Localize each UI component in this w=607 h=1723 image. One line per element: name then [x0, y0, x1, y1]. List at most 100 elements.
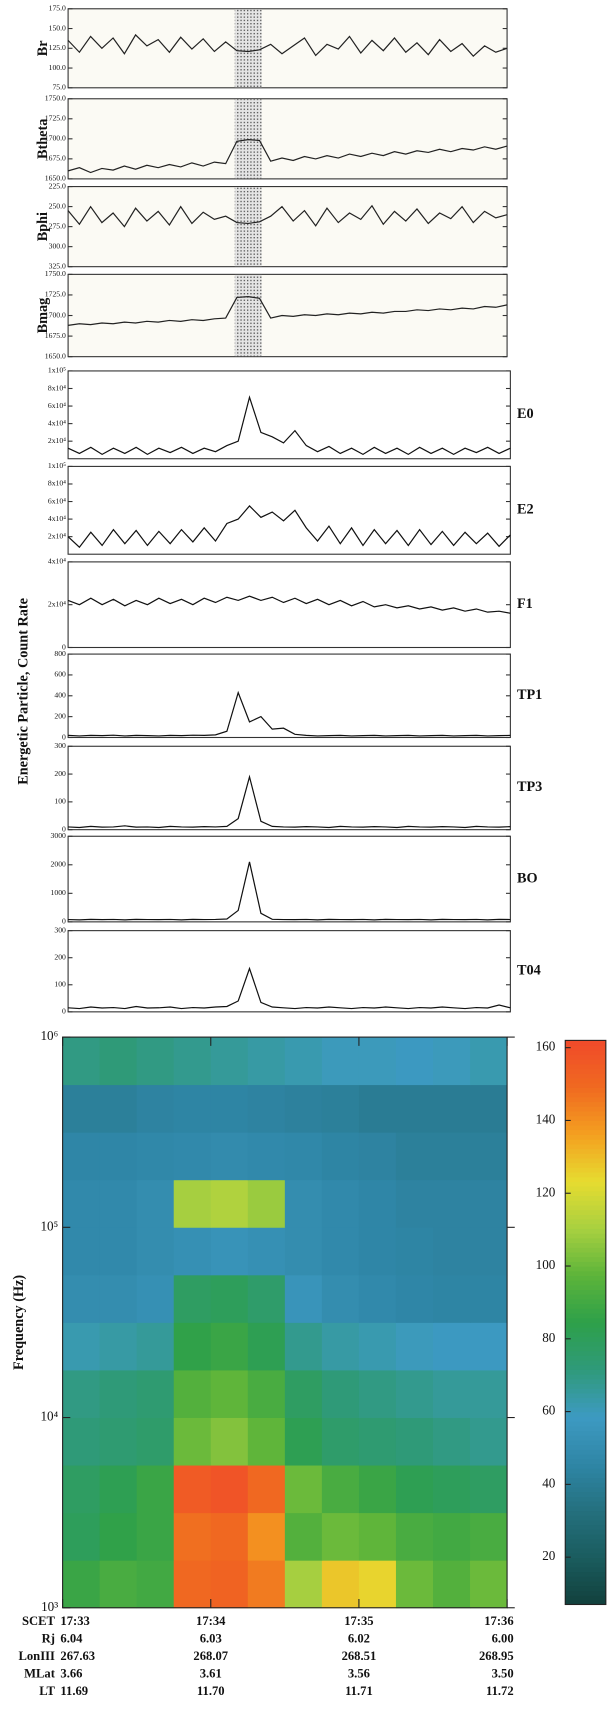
colorbar-step: [565, 1054, 606, 1060]
spectrogram-cell: [210, 1132, 249, 1181]
colorbar-step: [565, 1308, 606, 1314]
y-tick-label: 1x10⁵: [48, 366, 66, 375]
spectrogram-cell: [99, 1132, 138, 1181]
colorbar-step: [565, 1369, 606, 1375]
colorbar-step: [565, 1562, 606, 1568]
y-tick-label: 0: [62, 1007, 66, 1016]
panel-frame: [67, 465, 511, 555]
spectrogram-cell: [358, 1274, 397, 1323]
ephemeris-value: 3.50: [492, 1667, 514, 1681]
spectrogram-cell: [247, 1274, 286, 1323]
spectrogram-cell: [247, 1322, 286, 1371]
panel-frame: [67, 930, 511, 1013]
y-tick-label: 10⁴: [40, 1409, 58, 1424]
y-tick-label: 8x10⁴: [48, 479, 66, 488]
spectrogram-cell: [321, 1417, 360, 1466]
spectrogram-cell: [62, 1560, 101, 1609]
colorbar-step: [565, 1331, 606, 1338]
y-tick-label: 6x10⁴: [48, 496, 66, 505]
colorbar-step: [565, 1566, 606, 1573]
colorbar-step: [565, 1063, 606, 1070]
ephemeris-value: 6.03: [200, 1631, 222, 1645]
spectrogram-cell: [173, 1274, 212, 1323]
colorbar-step: [565, 1515, 606, 1521]
spectrogram-cell: [247, 1227, 286, 1276]
spectrogram-cell: [62, 1322, 101, 1371]
colorbar-step: [565, 1543, 606, 1549]
spectrogram-cell: [284, 1417, 323, 1466]
spectrogram-cell: [62, 1274, 101, 1323]
colorbar-step: [565, 1322, 606, 1328]
panel-frame: [67, 370, 511, 460]
spectrogram-cell: [136, 1560, 175, 1609]
y-tick-label: 175.0: [49, 4, 66, 13]
y-tick-label: 225.0: [49, 181, 66, 190]
colorbar-step: [565, 1557, 606, 1563]
colorbar-step: [565, 1157, 606, 1164]
spectrogram-cell: [247, 1179, 286, 1228]
spectrogram-cell: [470, 1322, 508, 1371]
spectrogram-cell: [173, 1417, 212, 1466]
colorbar-step: [565, 1106, 606, 1112]
spectrogram-cell: [136, 1084, 175, 1133]
spectrogram-cell: [99, 1512, 138, 1561]
colorbar-tick-label: 120: [536, 1184, 556, 1199]
spectrogram-cell: [395, 1037, 434, 1086]
spectrogram-cell: [173, 1560, 212, 1609]
spectrogram-cell: [321, 1037, 360, 1086]
colorbar-step: [565, 1303, 606, 1309]
y-tick-label: 600: [54, 670, 66, 679]
panel-label: Btheta: [35, 119, 51, 159]
colorbar-step: [565, 1364, 606, 1370]
colorbar-step: [565, 1458, 606, 1465]
y-tick-label: 1000: [51, 888, 67, 897]
spectrogram-cell: [432, 1037, 471, 1086]
spectrogram-cell: [470, 1132, 508, 1181]
colorbar-tick-label: 80: [542, 1330, 556, 1345]
colorbar-step: [565, 1590, 606, 1596]
colorbar-step: [565, 1172, 606, 1178]
ephemeris-value: 3.56: [348, 1667, 370, 1681]
ephemeris-value: 11.71: [345, 1684, 373, 1698]
ephemeris-value: 11.69: [60, 1684, 88, 1698]
colorbar-step: [565, 1505, 606, 1512]
colorbar-step: [565, 1200, 606, 1206]
panel-label: Bphi: [35, 212, 51, 241]
y-tick-label: 250.0: [49, 201, 66, 210]
spectrogram-cell: [395, 1179, 434, 1228]
colorbar-step: [565, 1068, 606, 1074]
y-tick-label: 6x10⁴: [48, 401, 66, 410]
x-tick-label: 17:33: [60, 1614, 89, 1628]
spectrogram-cell: [136, 1322, 175, 1371]
spectrogram-cell: [358, 1512, 397, 1561]
spectrogram-cell: [432, 1322, 471, 1371]
colorbar-step: [565, 1190, 606, 1197]
colorbar-step: [565, 1576, 606, 1582]
spectrogram-cell: [432, 1369, 471, 1418]
panel-label: F1: [517, 596, 533, 612]
spectrogram-cell: [432, 1560, 471, 1609]
ephemeris-value: 267.63: [60, 1649, 95, 1663]
colorbar-step: [565, 1538, 606, 1544]
spectrogram-cell: [99, 1369, 138, 1418]
spectrogram-cell: [395, 1227, 434, 1276]
spectrogram-cell: [470, 1369, 508, 1418]
colorbar-step: [565, 1496, 606, 1502]
colorbar-step: [565, 1595, 606, 1601]
spectrogram-cell: [173, 1322, 212, 1371]
shaded-interval: [234, 9, 262, 88]
spectrogram-cell: [136, 1512, 175, 1561]
colorbar-step: [565, 1510, 606, 1516]
y-tick-label: 150.0: [49, 23, 66, 32]
spectrogram-cell: [321, 1084, 360, 1133]
spectrogram-cell: [432, 1084, 471, 1133]
spectrogram-cell: [210, 1227, 249, 1276]
spectrogram-cell: [247, 1369, 286, 1418]
spectrogram-cell: [284, 1037, 323, 1086]
spectrogram-cell: [284, 1512, 323, 1561]
colorbar-step: [565, 1350, 606, 1356]
ephemeris-label: MLat: [24, 1667, 56, 1681]
x-tick-label: 17:36: [484, 1614, 513, 1628]
colorbar-tick-label: 140: [536, 1111, 556, 1126]
particle-axis-label: Energetic Particle, Count Rate: [15, 598, 31, 785]
